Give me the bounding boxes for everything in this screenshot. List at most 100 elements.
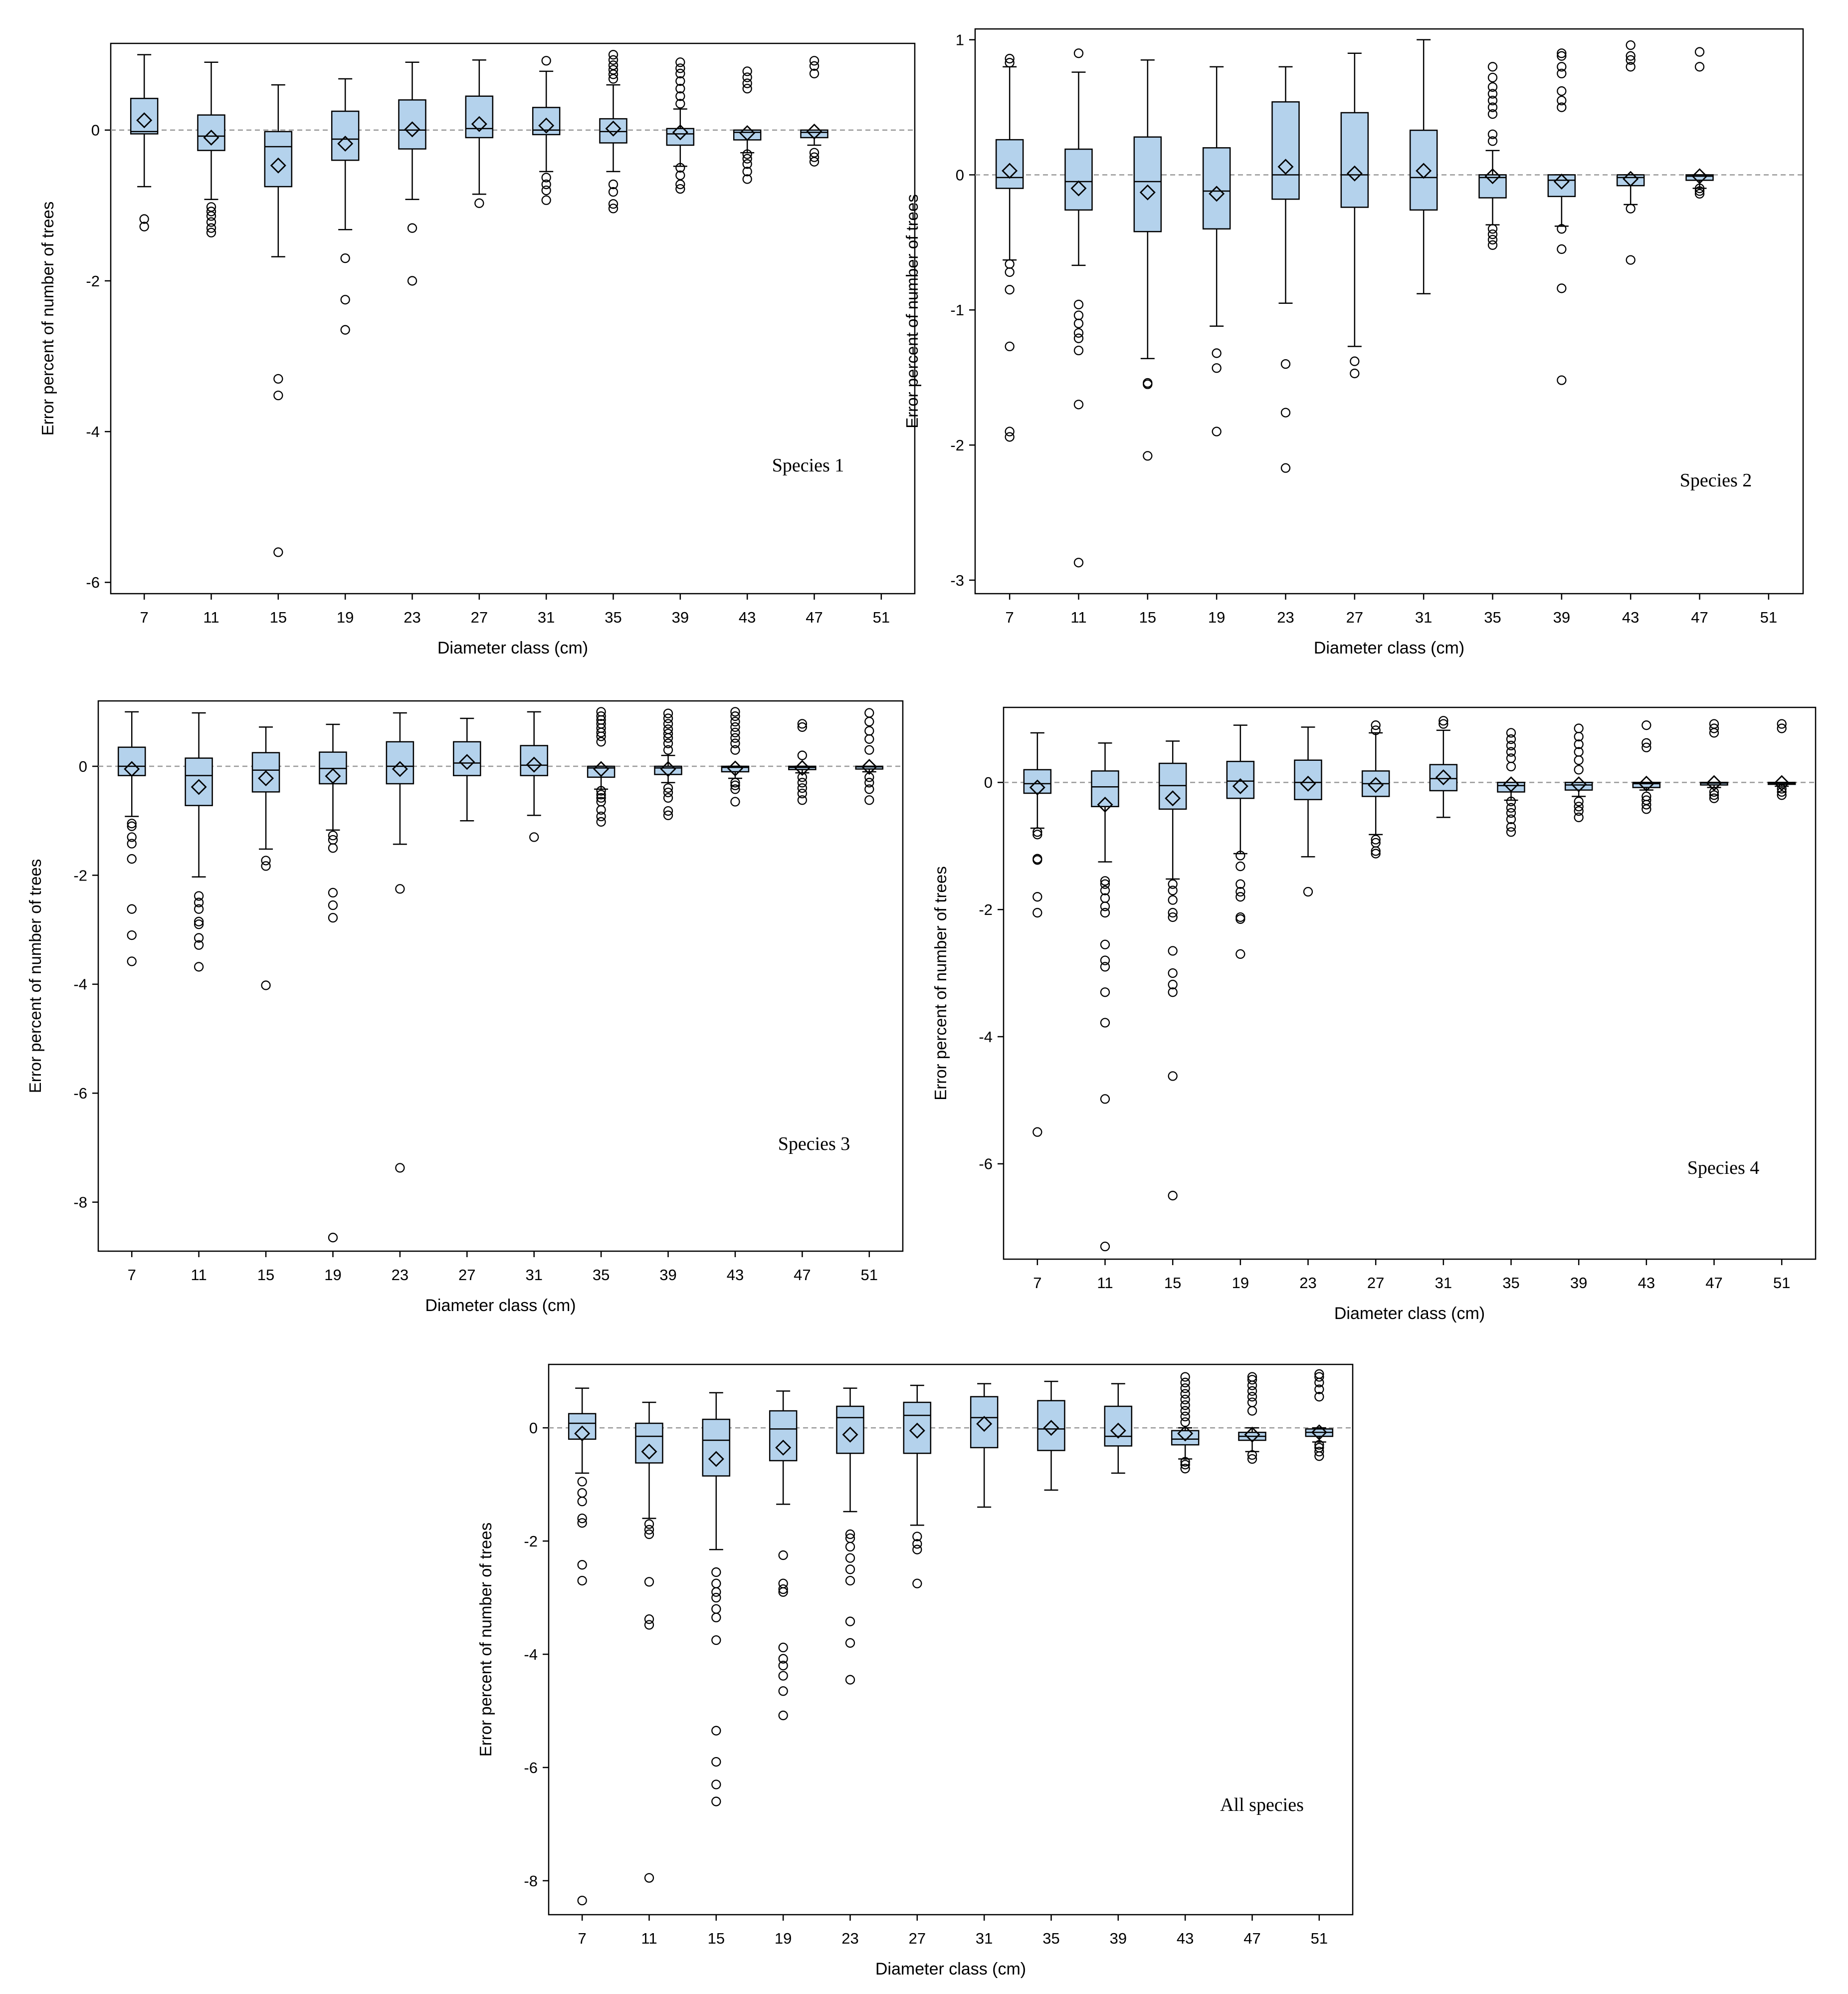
- panel-label: Species 2: [1680, 470, 1752, 491]
- outlier-point: [1557, 48, 1567, 58]
- box-19: [1202, 66, 1231, 437]
- outlier-point: [809, 152, 820, 162]
- panel-species-3: 0 -2 -4 -6 -8 7 11 15 19 23 27 31 35 39 43 47 51 Diameter…: [26, 700, 904, 1315]
- outlier-point: [778, 1686, 788, 1696]
- mean-marker: [1002, 163, 1018, 179]
- outlier-point: [407, 276, 417, 286]
- box-iqr: [1429, 764, 1458, 792]
- mean-marker: [203, 129, 219, 146]
- box-35: [1037, 1380, 1065, 1491]
- box-iqr: [520, 745, 548, 776]
- outlier-point: [1212, 363, 1222, 373]
- outlier-point: [711, 1592, 721, 1603]
- outlier-point: [845, 1553, 855, 1563]
- outlier-point: [1371, 725, 1381, 735]
- box-iqr: [1091, 770, 1119, 808]
- x-tick-label: 11: [641, 1930, 657, 1947]
- x-tick-label: 7: [140, 609, 149, 626]
- panel-label: Species 3: [778, 1133, 850, 1154]
- mean-marker: [605, 120, 621, 137]
- outlier-point: [1100, 879, 1110, 889]
- outlier-point: [1506, 734, 1516, 744]
- outlier-point: [608, 55, 618, 65]
- box-15: [264, 84, 293, 557]
- y-tick-label: -3: [950, 572, 964, 589]
- x-tick-label: 23: [1299, 1274, 1316, 1292]
- outlier-point: [778, 1587, 788, 1597]
- outlier-point: [675, 57, 685, 67]
- x-tick-label: 23: [404, 609, 420, 626]
- outlier-point: [1574, 812, 1584, 823]
- outlier-point: [577, 1575, 587, 1586]
- outlier-point: [328, 843, 338, 853]
- outlier-point: [1005, 58, 1015, 68]
- box-7: [568, 1387, 597, 1906]
- box-23: [398, 61, 426, 286]
- outlier-point: [675, 184, 685, 194]
- outlier-point: [328, 831, 338, 841]
- outlier-point: [1506, 803, 1516, 813]
- outlier-point: [675, 84, 685, 94]
- x-tick-label: 11: [203, 609, 219, 626]
- outlier-point: [1487, 109, 1498, 119]
- outlier-point: [845, 1542, 855, 1552]
- x-tick-label: 47: [1243, 1930, 1260, 1947]
- outlier-point: [778, 1642, 788, 1653]
- y-tick-label: -2: [524, 1533, 538, 1550]
- outlier-point: [1371, 846, 1381, 856]
- mean-marker: [337, 135, 354, 152]
- box-15: [1158, 740, 1187, 1201]
- outlier-point: [1100, 886, 1110, 895]
- outlier-point: [1557, 102, 1567, 112]
- outlier-point: [1777, 784, 1787, 794]
- outlier-point: [1168, 987, 1178, 997]
- outlier-point: [127, 956, 137, 966]
- outlier-point: [1777, 787, 1787, 797]
- outlier-point: [663, 793, 673, 803]
- y-tick-label: -4: [979, 1028, 993, 1046]
- outlier-point: [1487, 82, 1498, 92]
- outlier-point: [1143, 379, 1153, 389]
- mean-marker: [842, 1426, 858, 1443]
- outlier-point: [864, 708, 874, 718]
- outlier-point: [1247, 1450, 1257, 1460]
- outlier-point: [663, 738, 673, 748]
- outlier-point: [1642, 800, 1651, 810]
- outlier-point: [328, 1233, 338, 1243]
- outlier-point: [1777, 790, 1787, 800]
- mean-marker: [1277, 159, 1294, 175]
- x-axis-label: Diameter class (cm): [875, 1960, 1026, 1979]
- x-tick-label: 31: [1415, 609, 1432, 626]
- box-iqr: [1171, 1430, 1200, 1446]
- y-tick-label: -1: [950, 301, 964, 319]
- outlier-point: [1180, 1394, 1190, 1405]
- outlier-point: [864, 726, 874, 736]
- outlier-point: [1212, 427, 1222, 437]
- box-47: [1238, 1372, 1266, 1464]
- mean-marker: [727, 760, 743, 777]
- outlier-point: [1314, 1372, 1324, 1382]
- box-11: [185, 712, 213, 972]
- x-tick-label: 11: [191, 1266, 207, 1284]
- x-tick-label: 51: [1311, 1930, 1328, 1947]
- mean-marker: [775, 1439, 792, 1456]
- outlier-point: [1371, 835, 1381, 845]
- outlier-point: [1506, 814, 1516, 824]
- outlier-point: [1100, 1241, 1110, 1252]
- outlier-point: [711, 1612, 721, 1622]
- x-tick-label: 47: [1705, 1274, 1722, 1292]
- x-tick-label: 19: [775, 1930, 792, 1947]
- box-47: [1685, 47, 1714, 199]
- outlier-point: [1574, 806, 1584, 816]
- outlier-point: [1487, 229, 1498, 239]
- box-19: [331, 78, 360, 335]
- x-tick-label: 23: [1277, 609, 1294, 626]
- x-tick-label: 39: [672, 609, 689, 626]
- outlier-point: [1235, 886, 1245, 897]
- x-tick-label: 7: [1006, 609, 1014, 626]
- y-tick-label: -2: [73, 867, 87, 884]
- mean-marker: [258, 770, 274, 787]
- mean-marker: [459, 754, 475, 770]
- outlier-point: [1487, 95, 1498, 106]
- x-tick-label: 15: [708, 1930, 725, 1947]
